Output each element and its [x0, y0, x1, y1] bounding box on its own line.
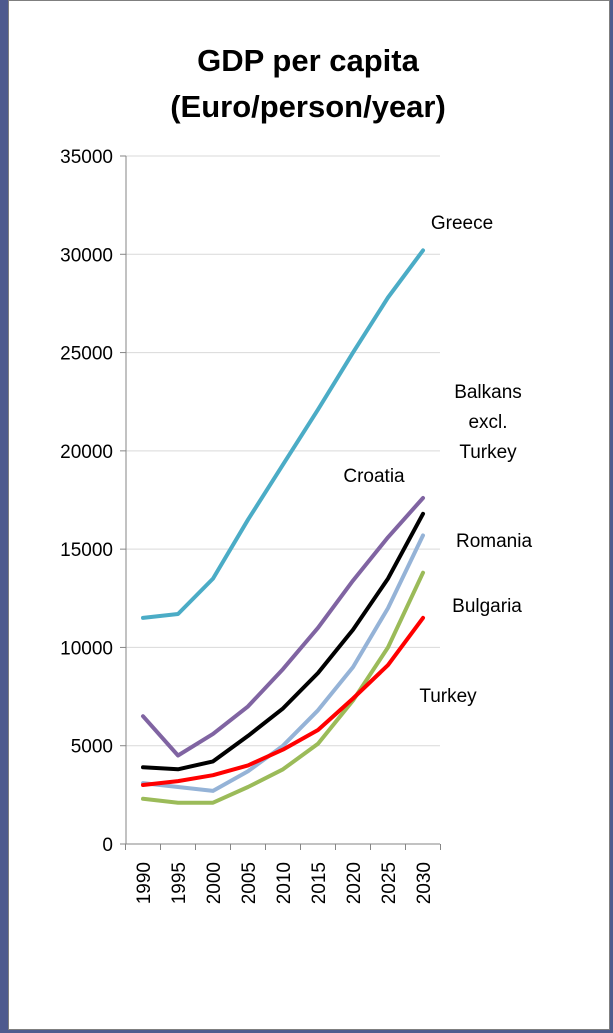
chart-title-line-1: GDP per capita	[197, 43, 419, 78]
y-tick-label-35000: 35000	[60, 147, 113, 168]
y-tick-label-25000: 25000	[60, 344, 113, 365]
x-tick-label-2025: 2025	[379, 862, 400, 904]
y-tick-label-0: 0	[102, 835, 113, 856]
chart-frame: GDP per capita (Euro/person/year) 0 5000 1…	[8, 0, 610, 1030]
annotation-croatia: Croatia	[343, 466, 405, 487]
series-line-croatia	[141, 496, 425, 758]
annotation-balkans-excl-turkey-line-1: Balkans	[454, 382, 522, 403]
chart-title-line-2: (Euro/person/year)	[170, 89, 446, 124]
series-line-turkey	[141, 615, 425, 787]
x-tick-label-2005: 2005	[239, 862, 260, 904]
gridlines	[126, 155, 440, 747]
x-tick-label-2000: 2000	[204, 862, 225, 904]
y-tick-label-30000: 30000	[60, 245, 113, 266]
series-line-greece	[141, 248, 425, 620]
y-tick-label-10000: 10000	[60, 638, 113, 659]
x-tick-label-2015: 2015	[309, 862, 330, 904]
annotation-bulgaria: Bulgaria	[452, 596, 522, 617]
series-annotations: Greece Balkans excl. Turkey Croatia Romania Bu…	[343, 213, 532, 707]
x-tick-labels: 1990 1995 2000 2005 2010 2015 2020 2025 2030	[134, 862, 435, 904]
x-tick-label-2030: 2030	[414, 862, 435, 904]
series-lines	[141, 248, 425, 805]
series-line-balkans-excl-turkey	[141, 511, 425, 772]
axes	[120, 155, 441, 850]
annotation-balkans-excl-turkey-line-3: Turkey	[459, 442, 517, 463]
annotation-balkans-excl-turkey-line-2: excl.	[468, 412, 507, 433]
annotation-greece: Greece	[431, 213, 493, 234]
x-tick-label-2020: 2020	[344, 862, 365, 904]
y-tick-label-5000: 5000	[71, 737, 113, 758]
x-tick-label-1995: 1995	[169, 862, 190, 904]
chart-svg: GDP per capita (Euro/person/year) 0 5000 1…	[60, 43, 532, 904]
series-line-bulgaria	[141, 570, 425, 805]
x-tick-label-2010: 2010	[274, 862, 295, 904]
x-tick-label-1990: 1990	[134, 862, 155, 904]
annotation-romania: Romania	[456, 531, 532, 552]
series-line-romania	[141, 533, 425, 793]
y-tick-labels: 0 5000 10000 15000 20000 25000 30000 35000	[60, 147, 113, 856]
annotation-turkey: Turkey	[419, 686, 477, 707]
y-tick-label-20000: 20000	[60, 442, 113, 463]
y-tick-label-15000: 15000	[60, 540, 113, 561]
